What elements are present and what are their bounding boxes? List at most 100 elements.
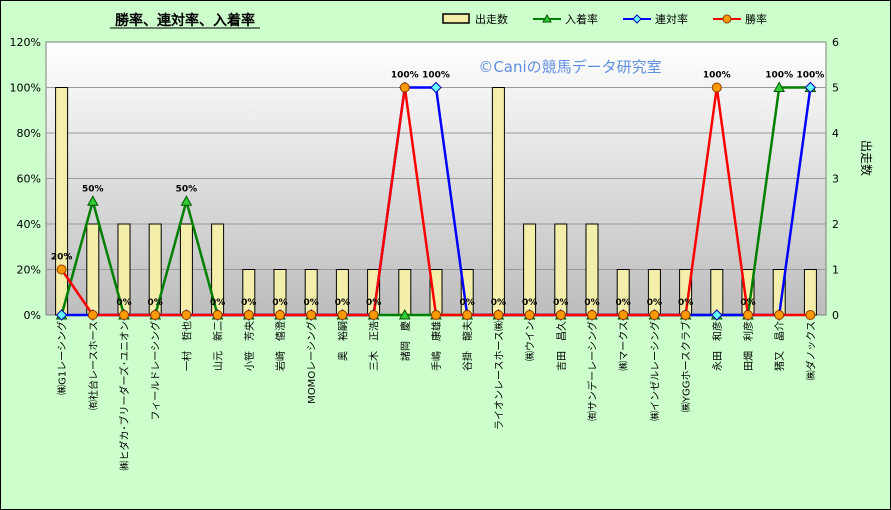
category-label: 岩崎 僖澄 [274,321,287,371]
circle-marker [337,310,348,320]
data-label: 0% [522,298,537,308]
category-label: 奥 裕嗣 [336,321,349,361]
bar [398,269,412,316]
category-label: 猪又 晶介 [774,321,786,371]
category-label: ㈱G1レーシング [56,321,69,395]
data-label: 0% [335,298,350,308]
data-label: 50% [82,184,104,194]
data-label: 0% [366,298,381,308]
bar [616,269,630,316]
data-label: 100% [796,71,824,81]
triangle-marker [398,308,411,320]
circle-marker [306,310,317,320]
circle-marker [368,310,379,320]
data-label: 100% [391,71,419,81]
data-label: 100% [422,71,450,81]
category-label: ㈱ウイン [525,321,537,361]
left-axis-tick-label: 20% [17,264,41,277]
category-label: ㈱インゼルレーシング [648,321,661,421]
data-label: 0% [460,298,475,308]
circle-marker [462,310,473,320]
legend-label: 入着率 [565,12,598,26]
category-label: フィールドレーシング [149,321,162,421]
data-label: 0% [678,298,693,308]
category-label: 諸岡 慶 [399,321,412,361]
legend-marker [632,14,642,24]
right-axis-tick-label: 1 [832,264,839,277]
legend: 出走数 入着率 連対率 勝率 [442,12,767,26]
line-series [55,81,817,321]
category-label: 三木 正浩 [369,321,381,371]
category-label: 一村 哲也 [180,321,193,371]
circle-marker [150,310,161,320]
legend-label: 連対率 [655,12,688,26]
category-label: 手嶋 康雄 [430,321,443,371]
data-label: 0% [304,298,319,308]
category-label: 小笹 芳央 [243,321,256,371]
circle-marker [181,310,192,320]
data-label: 0% [647,298,662,308]
triangle-marker [180,195,193,206]
right-axis-tick-label: 5 [832,82,839,95]
circle-marker [212,310,223,320]
category-label: ㈱ヒダカ･ブリーダーズ･ユニオン [118,321,131,471]
right-axis: 0 1 2 3 4 5 6 [832,36,839,322]
chart-title: 勝率、連対率、入着率 [115,12,255,29]
bar [242,269,256,316]
circle-marker [743,310,753,320]
circle-marker [680,310,691,320]
data-label: 0% [491,298,506,308]
category-label: ㈱ダノックス [804,321,817,380]
circle-marker [431,310,441,320]
circle-marker [275,310,285,320]
data-label: 20% [51,253,73,263]
legend-marker [542,13,552,23]
right-axis-title: 出走数 [859,140,874,176]
left-axis-tick-label: 120% [10,36,41,49]
data-label: 0% [616,298,631,308]
data-label: 0% [148,298,163,308]
right-axis-tick-label: 0 [832,309,839,322]
circle-marker [649,310,660,320]
bar [179,223,193,316]
circle-marker [524,310,535,320]
circle-marker [805,310,816,320]
data-label: 0% [553,298,568,308]
category-label: ライオンレースホース㈱ [493,321,505,430]
diamond-marker [55,309,68,321]
circle-marker [493,310,504,320]
diamond-marker [804,81,817,94]
bar [304,269,318,316]
left-axis-tick-label: 40% [17,218,41,231]
category-label: 田畑 利彦 [742,321,755,371]
circle-marker [399,82,410,93]
data-label: 0% [210,298,225,308]
diamond-marker [711,309,723,321]
right-axis-tick-label: 3 [832,173,839,186]
data-label: 0% [740,298,755,308]
data-label: 50% [176,184,198,194]
bar [491,87,505,316]
bar-series [55,87,817,316]
left-axis-tick-label: 80% [17,127,41,140]
left-axis: 0% 20% 40% 60% 80% 100% 120% [10,36,41,322]
category-label: ㈱マークス [618,321,630,371]
bar [335,269,349,316]
circle-marker [243,310,254,320]
category-label: 吉田 昌久 [556,321,568,371]
right-axis-tick-label: 4 [832,127,839,140]
legend-swatch-bar [442,13,470,24]
data-label: 0% [584,298,599,308]
category-label: 山元 新二 [212,321,225,371]
category-label: 谷掛 龍夫 [461,321,474,371]
bar [273,269,287,316]
circle-marker [711,82,722,93]
watermark: ©Caniの競馬データ研究室 [478,58,661,76]
data-label: 100% [765,71,793,81]
circle-marker [618,310,629,320]
left-axis-tick-label: 0% [24,309,41,322]
circle-marker [555,310,566,320]
legend-label: 勝率 [745,12,767,26]
diamond-marker [430,81,442,94]
